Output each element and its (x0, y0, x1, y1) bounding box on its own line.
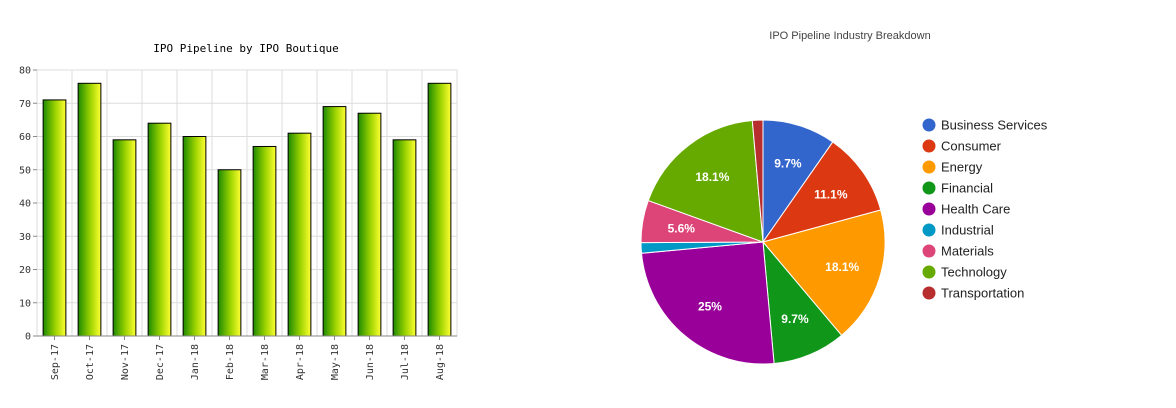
bar (252, 145, 277, 337)
bar (357, 112, 382, 337)
pie-slice (762, 119, 834, 244)
x-tick-label: Feb-18 (225, 344, 236, 380)
pie-slice (762, 240, 843, 365)
legend-label: Consumer (941, 139, 1002, 154)
legend-swatch (922, 286, 936, 300)
pie-chart-title: IPO Pipeline Industry Breakdown (769, 30, 930, 42)
bar (42, 99, 67, 337)
pie-slice (761, 141, 882, 243)
legend-swatch (922, 265, 936, 279)
pie-slice (762, 209, 886, 337)
y-tick-label: 20 (19, 265, 31, 276)
bar-chart: IPO Pipeline by IPO Boutique 0 10 20 30 40 50… (19, 42, 458, 380)
legend-label: Transportation (941, 286, 1024, 301)
y-tick-label: 10 (19, 298, 31, 309)
pie-slice (647, 119, 764, 243)
pie-slice-label: 18.1% (825, 260, 859, 274)
y-tick-label: 60 (19, 132, 31, 143)
legend-label: Technology (941, 265, 1007, 280)
x-tick-label: Nov-17 (120, 344, 131, 380)
bar-y-axis: 0 10 20 30 40 50 60 70 80 (19, 66, 37, 343)
x-tick-label: Jun-18 (365, 344, 376, 380)
y-tick-label: 40 (19, 199, 31, 210)
y-tick-label: 0 (25, 332, 31, 343)
pie-slice-label: 11.1% (814, 188, 848, 202)
y-tick-label: 50 (19, 165, 31, 176)
x-tick-label: Mar-18 (260, 344, 271, 380)
bar (217, 169, 242, 337)
bar (77, 82, 102, 337)
y-tick-label: 30 (19, 232, 31, 243)
legend-swatch (922, 181, 936, 195)
x-tick-label: Sep-17 (50, 344, 61, 380)
x-tick-label: Apr-18 (295, 344, 306, 380)
x-tick-label: Jul-18 (400, 344, 411, 380)
bar (147, 122, 172, 337)
legend-swatch (922, 160, 936, 174)
legend-swatch (922, 202, 936, 216)
pie-labels: 9.7% 11.1% 18.1% 9.7% 25% 5.6% 18.1% (668, 156, 860, 326)
bar-x-axis: Sep-17 Oct-17 Nov-17 Dec-17 Jan-18 Feb-18 Mar-… (37, 335, 457, 380)
legend-label: Business Services (941, 118, 1048, 133)
x-tick-label: Dec-17 (155, 344, 166, 380)
bar (287, 132, 312, 337)
pie-slices (640, 119, 886, 365)
legend-swatch (922, 118, 936, 132)
bar (322, 106, 347, 337)
pie-slice-label: 25% (698, 299, 722, 313)
bar-chart-title: IPO Pipeline by IPO Boutique (153, 42, 338, 55)
x-tick-label: Aug-18 (435, 344, 446, 380)
legend-swatch (922, 223, 936, 237)
legend-label: Financial (941, 181, 993, 196)
y-tick-label: 70 (19, 99, 31, 110)
bar-grid (36, 69, 458, 337)
bar (182, 136, 207, 337)
bar (427, 82, 452, 337)
legend-label: Materials (941, 244, 994, 259)
pie-slice (640, 241, 775, 365)
legend-label: Health Care (941, 202, 1010, 217)
pie-chart: IPO Pipeline Industry Breakdown 9.7% 11.1… (640, 30, 1048, 365)
x-tick-label: Jan-18 (190, 344, 201, 380)
pie-legend: Business Services Consumer Energy Financial… (922, 118, 1048, 301)
pie-slice-label: 18.1% (695, 170, 729, 184)
bar (112, 139, 137, 337)
pie-slice-label: 9.7% (774, 156, 802, 170)
bar-series (42, 82, 452, 337)
legend-swatch (922, 244, 936, 258)
legend-label: Energy (941, 160, 983, 175)
y-tick-label: 80 (19, 66, 31, 77)
pie-slice (751, 119, 764, 243)
pie-slice-label: 5.6% (668, 221, 696, 235)
bar (392, 139, 417, 337)
pie-slice-label: 9.7% (781, 312, 809, 326)
legend-label: Industrial (941, 223, 994, 238)
x-tick-label: May-18 (330, 344, 341, 380)
legend-swatch (922, 139, 936, 153)
x-tick-label: Oct-17 (85, 344, 96, 380)
